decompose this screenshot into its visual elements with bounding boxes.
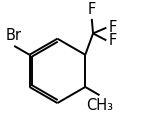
Text: Br: Br bbox=[6, 28, 22, 43]
Text: F: F bbox=[109, 20, 117, 35]
Text: F: F bbox=[109, 34, 117, 49]
Text: CH₃: CH₃ bbox=[87, 98, 114, 113]
Text: F: F bbox=[88, 2, 96, 17]
